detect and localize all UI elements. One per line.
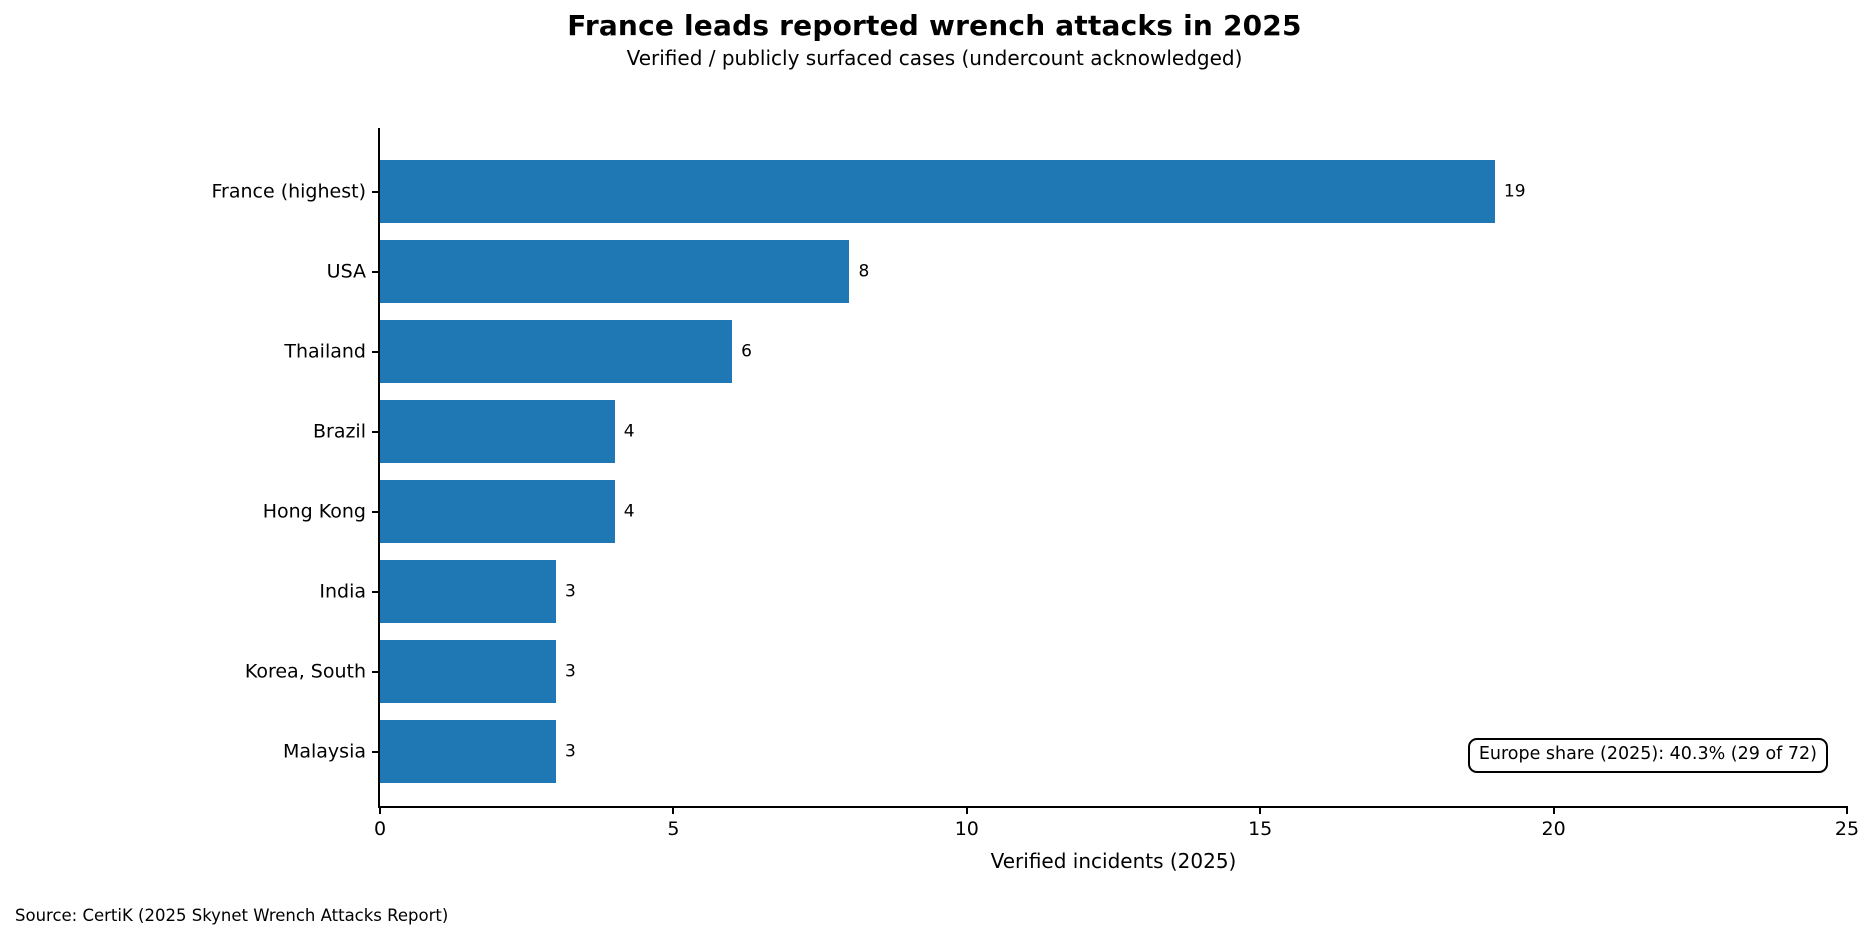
x-axis-tick-mark (1846, 806, 1848, 814)
value-label: 19 (1503, 181, 1526, 201)
y-axis-tick-mark (372, 270, 380, 273)
y-axis-tick-mark (372, 750, 380, 753)
bar (380, 160, 1495, 223)
value-label: 4 (623, 421, 635, 441)
category-label: Hong Kong (262, 500, 366, 522)
chart-subtitle: Verified / publicly surfaced cases (unde… (626, 46, 1243, 70)
chart-title: France leads reported wrench attacks in … (567, 9, 1302, 42)
y-axis-tick-mark (372, 430, 380, 433)
value-label: 8 (858, 261, 870, 281)
y-axis-tick-mark (372, 510, 380, 513)
value-label: 3 (565, 581, 576, 601)
category-label: India (319, 580, 366, 602)
value-label: 3 (565, 661, 576, 681)
value-label: 4 (623, 501, 635, 521)
category-label: Thailand (284, 340, 366, 362)
bar (380, 480, 615, 543)
x-tick-label: 15 (1248, 818, 1273, 840)
bar (380, 640, 557, 703)
x-tick-label: 0 (373, 818, 387, 840)
y-axis-tick-mark (372, 590, 380, 593)
bar (380, 560, 557, 623)
bar (380, 720, 557, 783)
x-tick-label: 20 (1541, 818, 1566, 840)
x-tick-label: 5 (667, 818, 680, 840)
y-axis-tick-mark (372, 190, 380, 193)
category-label: Korea, South (244, 660, 366, 682)
value-label: 6 (741, 341, 752, 361)
y-axis-tick-mark (372, 350, 380, 353)
x-tick-label: 25 (1834, 818, 1860, 840)
category-label: USA (326, 260, 366, 282)
x-axis-label: Verified incidents (2025) (990, 849, 1237, 873)
plot-area: Verified incidents (2025) Europe share (… (211, 128, 1859, 871)
value-label: 3 (565, 741, 576, 761)
x-axis-tick-mark (672, 806, 675, 814)
x-axis-tick-mark (1552, 806, 1555, 814)
source-note: Source: CertiK (2025 Skynet Wrench Attac… (15, 906, 449, 925)
europe-share-annotation: Europe share (2025): 40.3% (29 of 72) (1467, 738, 1828, 773)
bar (380, 240, 850, 303)
bar (380, 320, 733, 383)
y-axis-tick-mark (372, 670, 380, 673)
x-axis-tick-mark (379, 806, 381, 814)
category-label: Malaysia (282, 740, 366, 762)
x-axis-tick-mark (1259, 806, 1262, 814)
category-label: Brazil (312, 420, 366, 442)
category-label: France (highest) (211, 180, 366, 202)
x-axis-tick-mark (965, 806, 968, 814)
x-tick-label: 10 (954, 818, 979, 840)
bar (380, 400, 615, 463)
